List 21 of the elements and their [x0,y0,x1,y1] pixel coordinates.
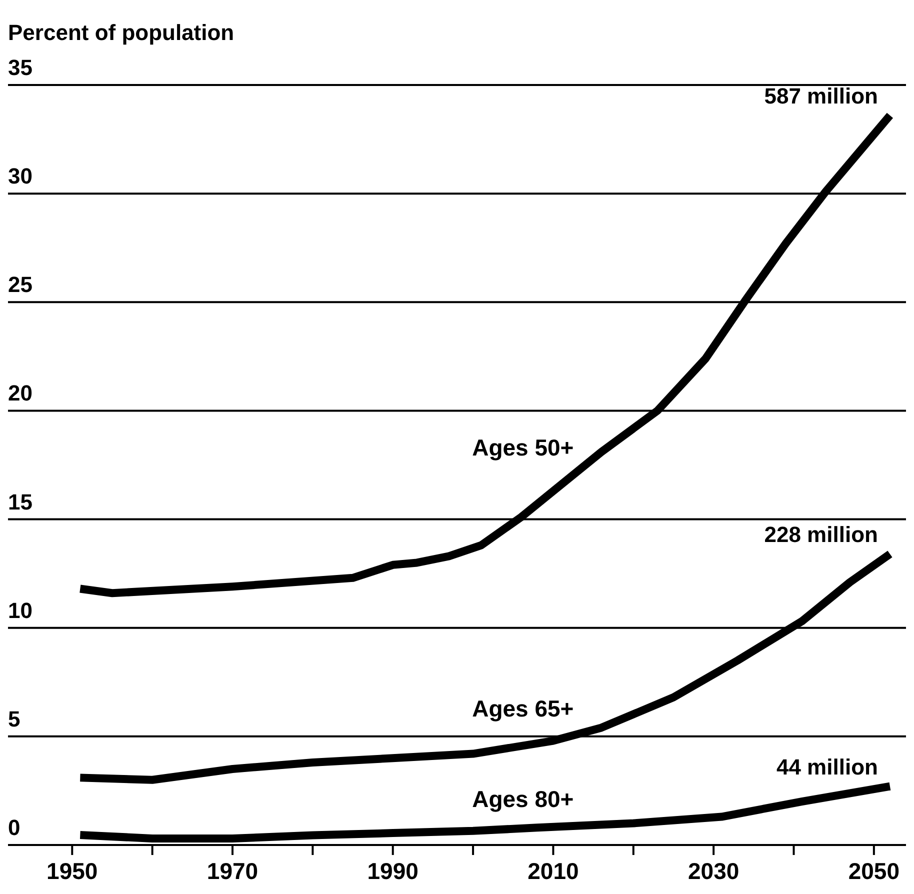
y-tick-label: 20 [8,380,32,406]
y-tick-label: 5 [8,706,20,732]
x-tick-label: 2030 [688,858,740,884]
x-tick-label: 1990 [367,858,418,884]
x-tick-label: 1950 [46,858,98,884]
y-tick-label: 15 [8,489,32,514]
annotation: 44 million [776,754,878,780]
series-label: Ages 50+ [472,434,574,460]
x-tick-label: 2010 [528,858,579,884]
y-tick-label: 0 [8,815,20,840]
series-label: Ages 65+ [472,695,574,722]
y-tick-label: 30 [8,164,32,189]
y-axis-title: Percent of population [8,20,234,45]
y-tick-label: 25 [8,272,32,298]
x-tick-label: 2050 [848,858,900,884]
x-tick-label: 1970 [206,858,258,884]
y-tick-label: 35 [8,55,32,80]
annotation: 228 million [764,522,878,548]
annotation: 587 million [764,83,878,108]
series-label: Ages 80+ [472,786,574,812]
y-tick-label: 10 [8,598,32,623]
